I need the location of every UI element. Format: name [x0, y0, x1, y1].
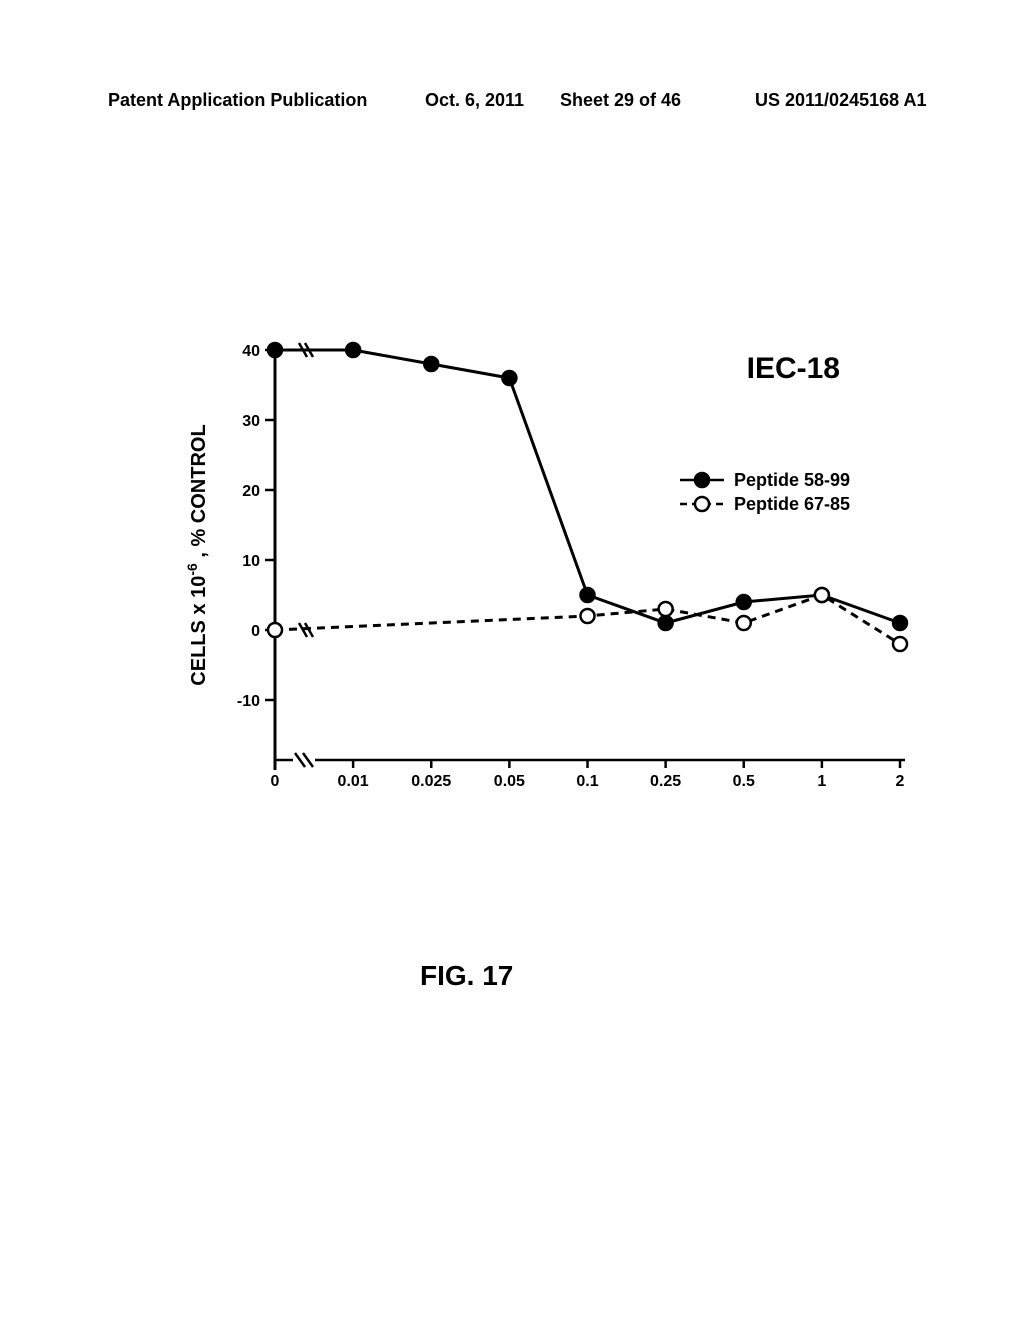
data-point [659, 616, 673, 630]
legend-marker [695, 473, 709, 487]
data-point [893, 616, 907, 630]
x-tick-label: 0 [271, 773, 280, 790]
data-point [737, 595, 751, 609]
data-point [502, 371, 516, 385]
y-axis-label: CELLS x 10-6 , % CONTROL [184, 424, 210, 685]
x-tick-label: 2 [896, 773, 905, 790]
x-tick-label: 0.01 [338, 773, 369, 790]
y-tick-label: 20 [242, 483, 260, 500]
chart-title: IEC-18 [747, 352, 840, 385]
header-sheet: Sheet 29 of 46 [560, 90, 681, 111]
y-tick-label: 40 [242, 343, 260, 360]
chart-svg: -10 0 10 20 30 40 0 0.01 0.025 0.05 0.1 0.25 0.5 1 2 Pe… [120, 330, 940, 790]
header-pub-type: Patent Application Publication [108, 90, 367, 111]
legend-label: Peptide 67-85 [734, 494, 850, 514]
data-point [893, 637, 907, 651]
x-tick-label: 0.025 [411, 773, 451, 790]
data-point [268, 623, 282, 637]
y-tick-label: -10 [237, 693, 260, 710]
data-point [659, 602, 673, 616]
x-tick-label: 0.1 [576, 773, 598, 790]
chart-container: -10 0 10 20 30 40 0 0.01 0.025 0.05 0.1 0.25 0.5 1 2 Pe… [120, 330, 940, 790]
data-point [424, 357, 438, 371]
y-tick-label: 10 [242, 553, 260, 570]
data-point [737, 616, 751, 630]
legend-marker [695, 497, 709, 511]
figure-label: FIG. 17 [420, 960, 513, 992]
data-point [346, 343, 360, 357]
x-tick-label: 0.25 [650, 773, 681, 790]
data-point [581, 588, 595, 602]
legend-label: Peptide 58-99 [734, 470, 850, 490]
x-tick-label: 1 [817, 773, 826, 790]
x-tick-label: 0.5 [733, 773, 755, 790]
y-tick-label: 0 [251, 623, 260, 640]
data-point [815, 588, 829, 602]
data-point [581, 609, 595, 623]
x-tick-label: 0.05 [494, 773, 525, 790]
y-tick-label: 30 [242, 413, 260, 430]
header-date: Oct. 6, 2011 [425, 90, 524, 111]
data-point [268, 343, 282, 357]
header-pub-no: US 2011/0245168 A1 [755, 90, 926, 111]
